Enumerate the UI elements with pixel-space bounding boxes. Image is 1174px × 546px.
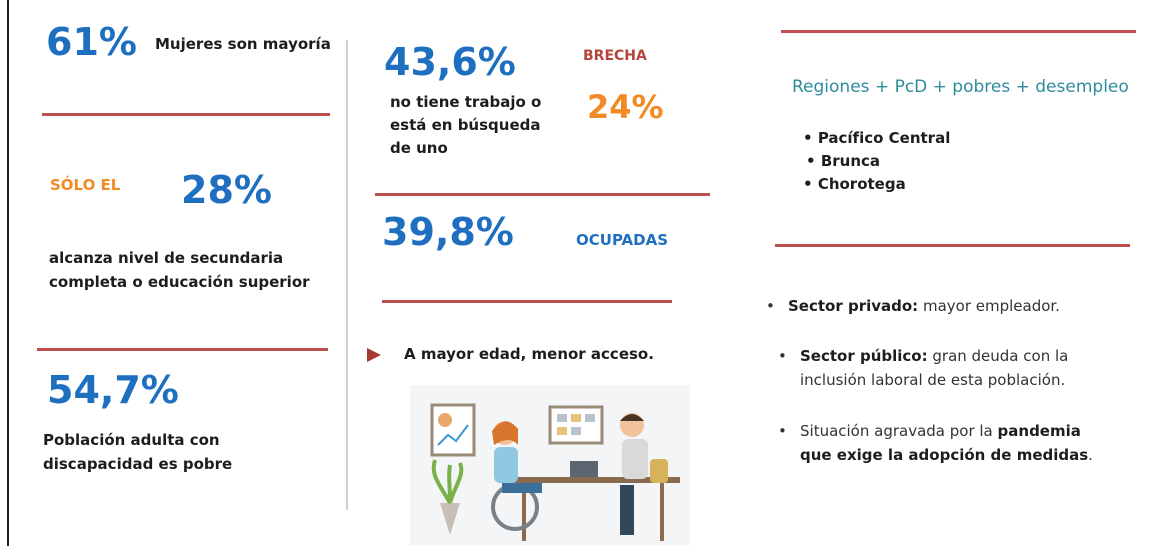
stat-text: discapacidad es pobre — [43, 453, 232, 476]
sector-line: Sector privado: mayor empleador. — [788, 294, 1060, 318]
sector-line: inclusión laboral de esta población. — [800, 368, 1068, 392]
divider — [42, 113, 330, 116]
sector-text: que exige la adopción de medidas — [800, 446, 1088, 464]
illustration — [410, 385, 690, 545]
stat-value: 28% — [181, 168, 272, 212]
stat-text: no tiene trabajo o — [390, 91, 541, 114]
stat-label: OCUPADAS — [576, 229, 668, 252]
region-item: • Pacífico Central — [803, 127, 950, 150]
sector-text: gran deuda con la — [928, 347, 1069, 365]
bullet: • — [766, 294, 775, 318]
stat-value: 43,6% — [384, 40, 516, 84]
sector-text: inclusión laboral de esta población. — [800, 371, 1065, 389]
sector-text: pandemia — [998, 422, 1081, 440]
regions-list: • Pacífico Central• Brunca• Chorotega — [803, 127, 950, 196]
divider — [781, 30, 1136, 33]
gap-value: 24% — [587, 88, 664, 126]
region-name: Brunca — [821, 152, 880, 170]
bullet: • — [778, 419, 787, 443]
stat-value: 61% — [46, 20, 137, 64]
bullet: • — [803, 175, 818, 193]
divider — [37, 348, 328, 351]
region-item: • Chorotega — [803, 173, 950, 196]
sector-item: •Sector privado: mayor empleador. — [788, 294, 1060, 318]
stat-value: 39,8% — [382, 210, 514, 254]
stat-text: completa o educación superior — [49, 271, 310, 294]
region-item: • Brunca — [806, 150, 950, 173]
region-name: Pacífico Central — [818, 129, 951, 147]
divider — [775, 244, 1130, 247]
sector-text: Sector público: — [800, 347, 928, 365]
divider — [382, 300, 672, 303]
sector-text: . — [1088, 446, 1093, 464]
sector-text: mayor empleador. — [918, 297, 1060, 315]
sector-line: Sector público: gran deuda con la — [800, 344, 1068, 368]
stat-label: Mujeres son mayoría — [155, 33, 331, 56]
border-line — [7, 0, 9, 546]
region-name: Chorotega — [818, 175, 906, 193]
sector-text: Sector privado: — [788, 297, 918, 315]
divider — [375, 193, 710, 196]
sector-text: Situación agravada por la — [800, 422, 998, 440]
page: 61% Mujeres son mayoría SÓLO EL 28% alca… — [0, 0, 1174, 546]
stat-text: alcanza nivel de secundaria — [49, 247, 283, 270]
arrow-icon — [366, 347, 382, 363]
column-divider — [346, 40, 348, 510]
stat-text: de uno — [390, 137, 448, 160]
regions-title: Regiones + PcD + pobres + desempleo — [792, 77, 1129, 97]
stat-value: 54,7% — [47, 368, 179, 412]
stat-text: Población adulta con — [43, 429, 220, 452]
stat-prefix: SÓLO EL — [50, 174, 120, 197]
stat-text: está en búsqueda — [390, 114, 540, 137]
sector-line: que exige la adopción de medidas. — [800, 443, 1093, 467]
sector-line: Situación agravada por la pandemia — [800, 419, 1093, 443]
gap-label: BRECHA — [583, 45, 647, 68]
bullet: • — [778, 344, 787, 368]
note: A mayor edad, menor acceso. — [404, 343, 654, 366]
bullet: • — [806, 152, 821, 170]
bullet: • — [803, 129, 818, 147]
